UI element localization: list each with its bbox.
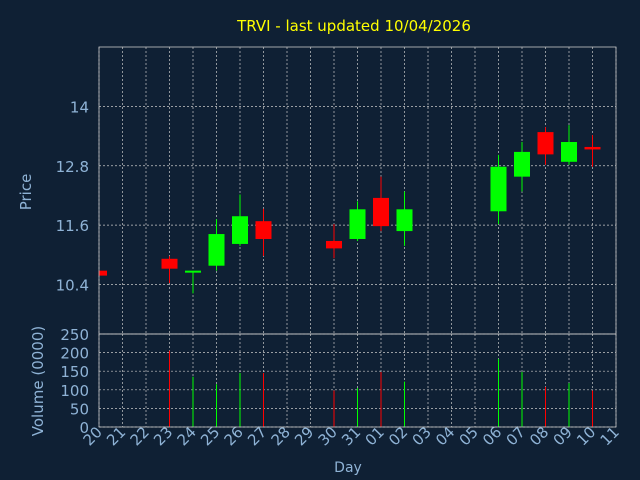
candle-body [349,209,366,239]
chart-title: TRVI - last updated 10/04/2026 [236,17,471,35]
price-tick-label: 14 [70,98,89,116]
candle-25 [208,219,225,271]
candlestick-series [98,125,601,294]
price-tick-label: 11.6 [56,217,89,235]
candle-body [584,146,601,150]
candle-24 [185,270,201,294]
candle-body [490,166,507,212]
candle-20 [98,270,107,276]
candle-body [396,209,413,232]
candle-body [99,270,107,276]
candle-body [537,132,554,155]
candle-body [185,270,201,273]
candle-09 [561,125,577,165]
volume-series [169,350,593,427]
candle-body [232,216,248,244]
candle-26 [232,194,248,246]
candle-06 [490,154,507,225]
candle-body [326,240,342,249]
volume-tick-label: 50 [70,400,89,418]
price-ytick-labels: 10.4 11.6 12.8 14 [56,98,89,294]
day-axis-label: Day [334,460,362,476]
price-grid [98,47,617,334]
price-tick-label: 10.4 [56,277,89,295]
candle-10 [584,135,601,167]
price-tick-label: 12.8 [56,158,89,176]
candle-07 [514,142,530,192]
candle-27 [255,208,272,256]
volume-tick-label: 250 [60,326,89,344]
candle-body [373,197,389,227]
volume-tick-label: 200 [60,345,89,363]
candle-body [561,142,577,162]
candle-02 [396,191,413,246]
price-axis-label: Price [17,174,35,211]
volume-tick-label: 150 [60,363,89,381]
price-plot-frame [98,46,617,335]
candle-23 [161,256,178,284]
volume-plot-frame [98,333,617,428]
candle-31 [349,201,366,241]
candle-01 [373,176,389,232]
volume-tick-label: 0 [79,419,89,437]
candle-30 [326,224,342,259]
volume-axis-label: Volume (0000) [29,326,47,436]
plot-frames [98,46,617,428]
candle-body [514,151,530,177]
candle-08 [537,127,554,165]
volume-tick-label: 100 [60,382,89,400]
candle-body [255,221,272,239]
candle-body [161,258,178,269]
candle-body [208,234,225,266]
